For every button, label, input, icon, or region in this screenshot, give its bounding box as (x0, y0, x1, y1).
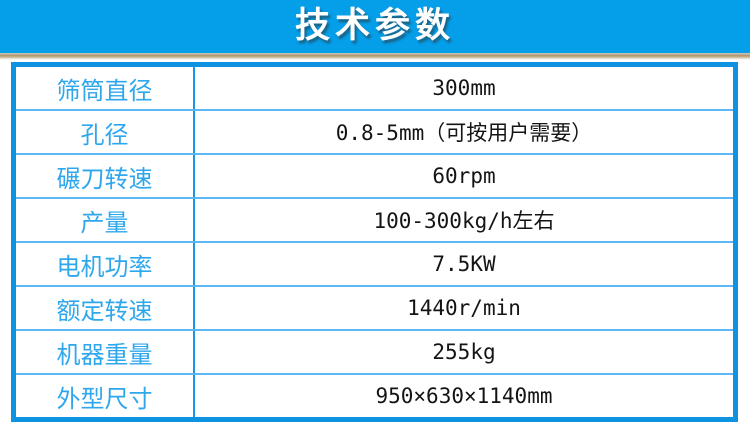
spec-value: 100-300kg/h左右 (373, 209, 555, 233)
spec-label: 碾刀转速 (16, 155, 195, 197)
spec-value: 1440r/min (407, 296, 521, 320)
table-row: 孔径 0.8-5mm（可按用户需要） (16, 111, 733, 155)
spec-value: 0.8-5mm（可按用户需要） (335, 121, 593, 145)
spec-value: 950×630×1140mm (375, 384, 553, 408)
table-row: 机器重量 255kg (16, 331, 733, 375)
spec-value: 300mm (432, 76, 496, 100)
table-row: 外型尺寸 950×630×1140mm (16, 375, 733, 417)
table-row: 碾刀转速 60rpm (16, 155, 733, 199)
spec-value: 60rpm (432, 164, 496, 188)
table-row: 电机功率 7.5KW (16, 243, 733, 287)
spec-value: 7.5KW (432, 252, 496, 276)
spec-label: 额定转速 (16, 287, 195, 329)
table-row: 产量 100-300kg/h左右 (16, 199, 733, 243)
spec-label: 筛筒直径 (16, 67, 195, 109)
spec-label: 外型尺寸 (16, 375, 195, 417)
table-row: 额定转速 1440r/min (16, 287, 733, 331)
spec-label: 产量 (16, 199, 195, 241)
spec-table: 筛筒直径 300mm 孔径 0.8-5mm（可按用户需要） 碾刀转速 60rpm… (11, 62, 738, 422)
spec-value: 255kg (432, 340, 496, 364)
header-banner: 技术参数 (0, 0, 750, 53)
spec-label: 孔径 (16, 111, 195, 153)
spec-label: 机器重量 (16, 331, 195, 373)
table-row: 筛筒直径 300mm (16, 67, 733, 111)
page-title: 技术参数 (294, 6, 455, 46)
banner-drop-shadow (0, 53, 750, 60)
spec-label: 电机功率 (16, 243, 195, 285)
